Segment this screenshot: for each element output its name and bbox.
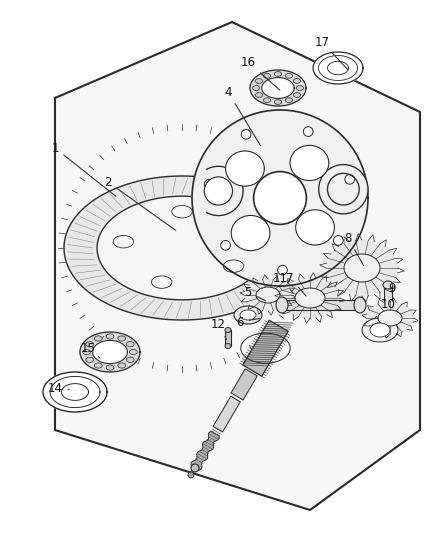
Ellipse shape bbox=[285, 98, 293, 102]
Text: 4: 4 bbox=[224, 85, 261, 146]
Ellipse shape bbox=[231, 215, 270, 251]
Text: 5: 5 bbox=[244, 286, 265, 301]
Ellipse shape bbox=[191, 464, 199, 472]
Ellipse shape bbox=[263, 74, 271, 78]
Ellipse shape bbox=[127, 357, 134, 362]
Ellipse shape bbox=[296, 86, 304, 90]
Ellipse shape bbox=[304, 127, 313, 136]
Polygon shape bbox=[225, 330, 231, 346]
Ellipse shape bbox=[278, 265, 287, 275]
Polygon shape bbox=[313, 52, 363, 84]
Text: 9: 9 bbox=[385, 281, 396, 300]
Text: 7: 7 bbox=[286, 271, 306, 296]
Ellipse shape bbox=[83, 350, 91, 354]
Polygon shape bbox=[62, 384, 88, 400]
Text: 1: 1 bbox=[51, 141, 116, 196]
Polygon shape bbox=[280, 278, 340, 318]
Ellipse shape bbox=[290, 146, 329, 181]
Ellipse shape bbox=[253, 86, 260, 90]
Ellipse shape bbox=[354, 297, 366, 313]
Ellipse shape bbox=[263, 98, 271, 102]
Ellipse shape bbox=[106, 365, 114, 370]
Polygon shape bbox=[262, 78, 294, 99]
Ellipse shape bbox=[204, 177, 233, 205]
Polygon shape bbox=[213, 396, 240, 432]
Polygon shape bbox=[64, 176, 300, 320]
Ellipse shape bbox=[86, 342, 94, 347]
Ellipse shape bbox=[86, 357, 94, 362]
Text: 16: 16 bbox=[240, 55, 280, 90]
Ellipse shape bbox=[226, 151, 264, 186]
Ellipse shape bbox=[127, 342, 134, 347]
Polygon shape bbox=[244, 279, 292, 311]
Text: 11: 11 bbox=[272, 271, 293, 293]
Ellipse shape bbox=[118, 336, 126, 341]
Ellipse shape bbox=[276, 297, 288, 313]
Ellipse shape bbox=[118, 363, 126, 368]
Polygon shape bbox=[250, 70, 306, 106]
Ellipse shape bbox=[274, 100, 282, 104]
Text: 8: 8 bbox=[344, 231, 364, 265]
Ellipse shape bbox=[225, 343, 231, 349]
Ellipse shape bbox=[293, 79, 300, 83]
Ellipse shape bbox=[319, 165, 368, 214]
Ellipse shape bbox=[172, 206, 192, 218]
Polygon shape bbox=[328, 61, 349, 75]
Ellipse shape bbox=[295, 288, 325, 308]
Polygon shape bbox=[92, 341, 127, 364]
Ellipse shape bbox=[130, 350, 137, 354]
Ellipse shape bbox=[296, 210, 335, 245]
Ellipse shape bbox=[223, 260, 244, 272]
Ellipse shape bbox=[225, 327, 231, 333]
Ellipse shape bbox=[293, 93, 300, 98]
Text: 14: 14 bbox=[47, 382, 69, 394]
Ellipse shape bbox=[255, 79, 263, 83]
Ellipse shape bbox=[95, 336, 102, 341]
Polygon shape bbox=[192, 110, 368, 286]
Ellipse shape bbox=[106, 334, 114, 339]
Ellipse shape bbox=[334, 236, 343, 245]
Ellipse shape bbox=[95, 363, 102, 368]
Ellipse shape bbox=[256, 287, 280, 303]
Polygon shape bbox=[231, 369, 257, 400]
Ellipse shape bbox=[240, 310, 256, 320]
Polygon shape bbox=[326, 240, 398, 296]
Ellipse shape bbox=[345, 174, 354, 184]
Ellipse shape bbox=[274, 71, 282, 76]
Ellipse shape bbox=[362, 318, 398, 342]
Ellipse shape bbox=[255, 93, 263, 98]
Ellipse shape bbox=[234, 306, 262, 324]
Ellipse shape bbox=[221, 240, 230, 250]
Ellipse shape bbox=[254, 172, 307, 224]
Polygon shape bbox=[243, 320, 288, 376]
Polygon shape bbox=[80, 332, 140, 372]
Text: 2: 2 bbox=[104, 175, 176, 230]
Ellipse shape bbox=[188, 472, 194, 478]
Ellipse shape bbox=[152, 276, 172, 288]
Bar bbox=[384, 285, 392, 317]
Ellipse shape bbox=[383, 281, 393, 289]
Ellipse shape bbox=[204, 180, 214, 189]
Text: 10: 10 bbox=[375, 298, 396, 318]
Text: 15: 15 bbox=[81, 342, 100, 358]
Polygon shape bbox=[97, 196, 267, 300]
Polygon shape bbox=[43, 372, 107, 412]
Ellipse shape bbox=[344, 254, 380, 282]
Text: 12: 12 bbox=[211, 319, 226, 340]
Polygon shape bbox=[191, 431, 219, 470]
Text: 6: 6 bbox=[236, 316, 259, 328]
Ellipse shape bbox=[241, 130, 251, 139]
Polygon shape bbox=[366, 302, 414, 334]
Polygon shape bbox=[55, 22, 420, 510]
Ellipse shape bbox=[370, 323, 390, 337]
Text: 17: 17 bbox=[314, 36, 348, 70]
Ellipse shape bbox=[383, 313, 393, 321]
FancyArrow shape bbox=[282, 300, 360, 310]
Ellipse shape bbox=[113, 236, 134, 248]
Ellipse shape bbox=[378, 310, 402, 326]
Ellipse shape bbox=[285, 74, 293, 78]
